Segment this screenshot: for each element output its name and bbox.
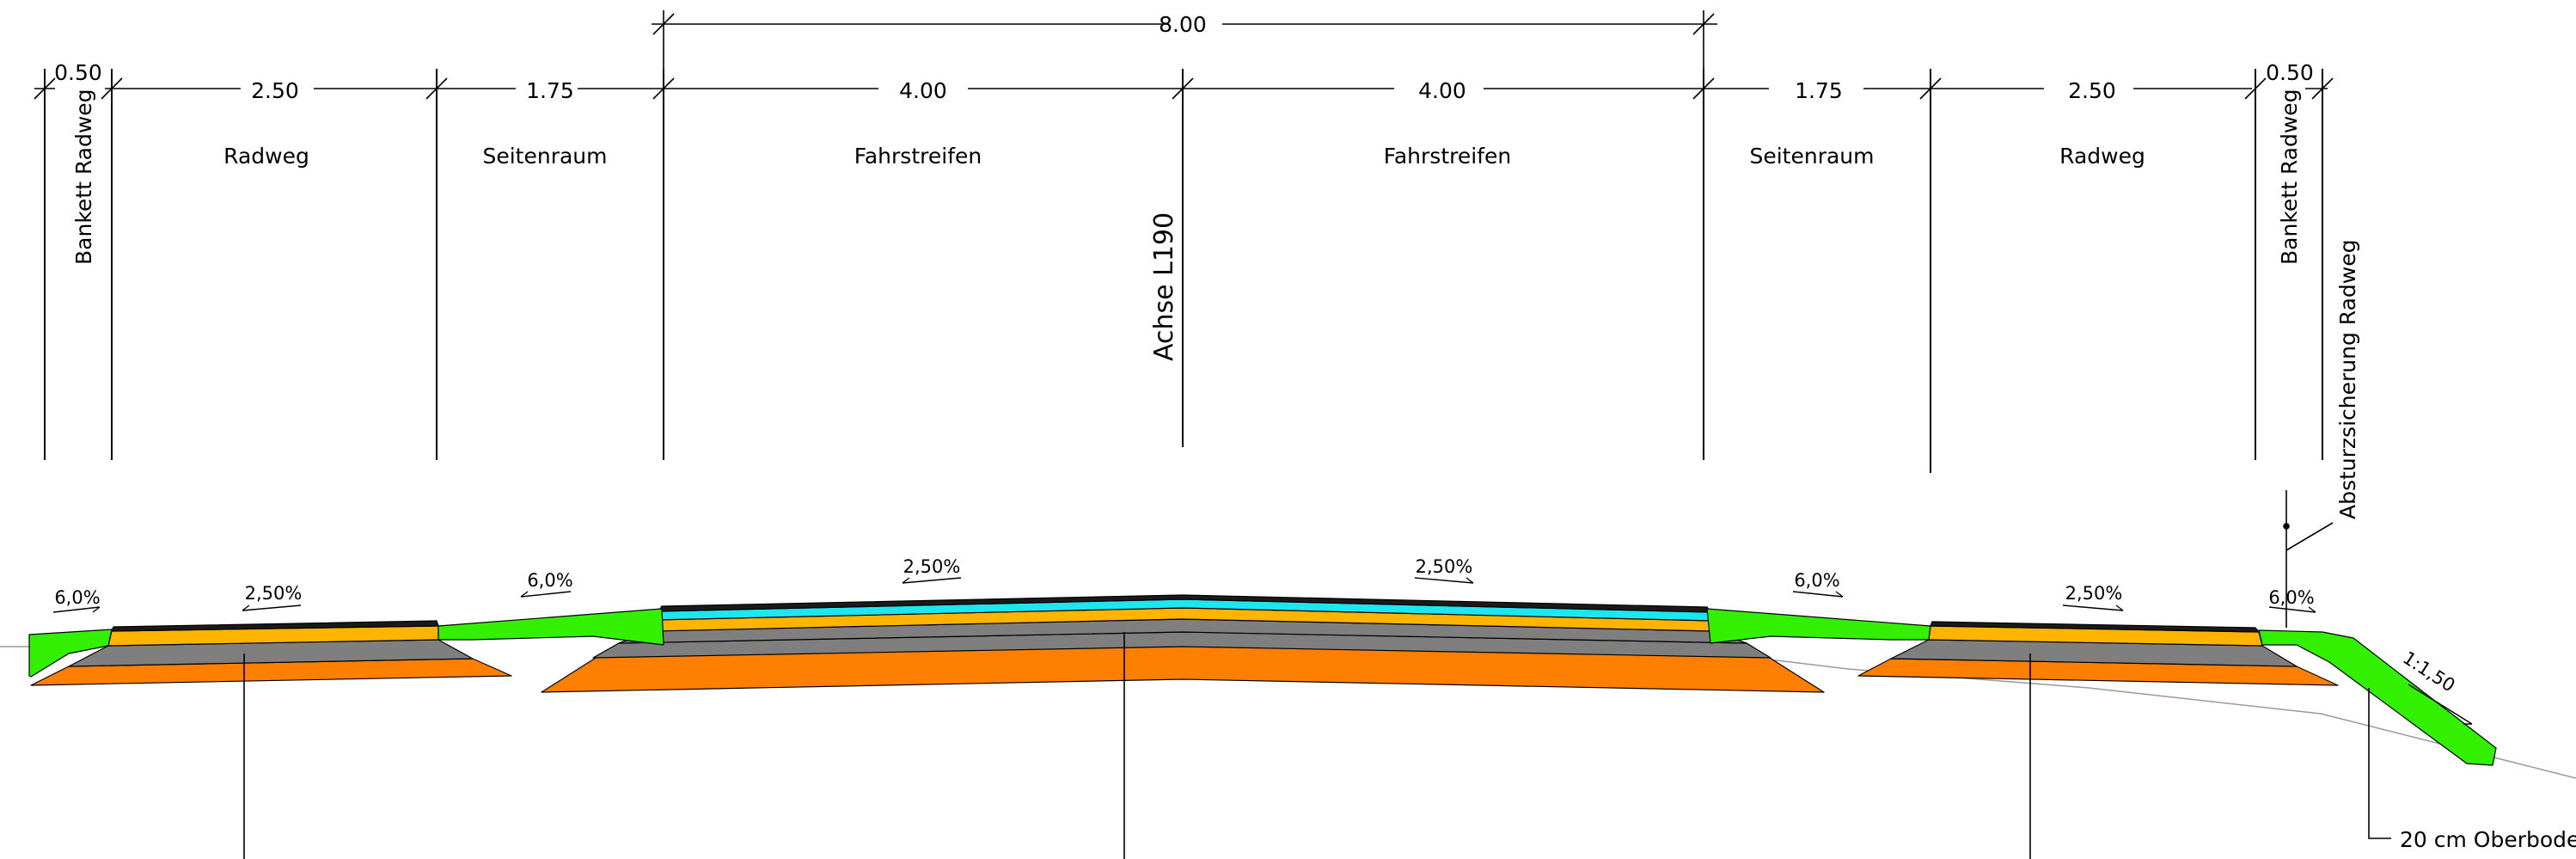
dim-fahrstreifen-right: 4.00 (1418, 78, 1466, 103)
asphalt-top-radweg-left (111, 620, 439, 632)
reference-lines (243, 632, 2391, 859)
absturzsicherung-marker (2283, 490, 2334, 628)
slope-bankett-left: 6,0% (54, 587, 100, 608)
bankett-right-embankment (2258, 629, 2497, 766)
label-fahrstreifen-left: Fahrstreifen (854, 144, 982, 169)
slope-fahrstreifen-left: 2,50% (903, 556, 961, 577)
label-seitenraum-left: Seitenraum (482, 144, 607, 169)
label-oberboden: 20 cm Oberboden (2400, 827, 2576, 852)
label-bankett-right: Bankett Radweg (2277, 89, 2302, 265)
existing-ground (0, 646, 2576, 779)
verges (28, 608, 2497, 766)
dim-radweg-left: 2.50 (251, 78, 299, 103)
asphalt-top-radweg-right (1930, 621, 2260, 633)
seitenraum-right (1706, 608, 1931, 644)
dim-seitenraum-right: 1.75 (1795, 78, 1843, 103)
label-bankett-left: Bankett Radweg (71, 89, 96, 265)
pavement-layers (30, 594, 2339, 693)
zone-labels: Bankett Radweg Radweg Seitenraum Fahrstr… (71, 89, 2302, 361)
label-radweg-left: Radweg (223, 144, 309, 169)
slope-bankett-right: 6,0% (2268, 587, 2314, 608)
slope-seitenraum-left: 6,0% (527, 570, 572, 591)
zone-boundaries (44, 69, 2323, 473)
label-absturzsicherung: Absturzsicherung Radweg (2335, 240, 2360, 519)
label-fahrstreifen-right: Fahrstreifen (1384, 144, 1511, 169)
label-seitenraum-right: Seitenraum (1749, 144, 1874, 169)
bankett-left (28, 629, 113, 678)
seitenraum-left (437, 608, 664, 646)
dimension-values: 8.00 0.50 2.50 1.75 4.00 4.00 1.75 2.50 … (54, 12, 2314, 103)
dim-bankett-left: 0.50 (54, 60, 102, 85)
dim-total: 8.00 (1159, 12, 1207, 37)
label-radweg-right: Radweg (2059, 144, 2145, 169)
slope-radweg-right: 2,50% (2065, 583, 2123, 604)
axis-label: Achse L190 (1149, 212, 1179, 361)
dim-bankett-right: 0.50 (2266, 60, 2314, 85)
asphalt-top-road (658, 594, 1711, 613)
dim-seitenraum-left: 1.75 (526, 78, 574, 103)
slope-radweg-left: 2,50% (245, 583, 303, 604)
dimension-chain (34, 10, 2334, 100)
dim-fahrstreifen-left: 4.00 (899, 78, 947, 103)
slope-fahrstreifen-right: 2,50% (1416, 556, 1473, 577)
dim-radweg-right: 2.50 (2068, 78, 2116, 103)
slope-seitenraum-right: 6,0% (1794, 570, 1839, 591)
